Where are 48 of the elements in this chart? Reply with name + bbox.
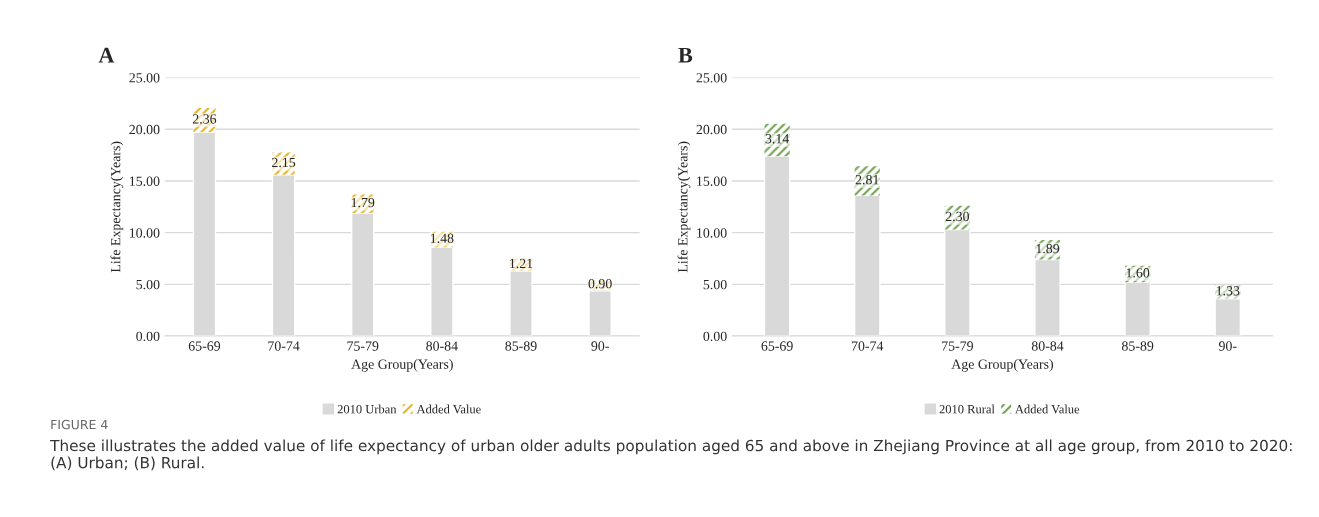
x-tick-label: 85-89 [1121,341,1154,351]
x-axis-title: Age Group(Years) [951,359,1053,372]
x-tick-label: 90- [591,341,609,351]
text: These illustrates the added value of life expectancy of urban older adults population aged 65 and above in Zhejiang Province at all age group, from 2010 to 2020: (A) Urban; (B) Rural. [50,439,1292,471]
x-tick-label: 65-69 [188,341,221,351]
y-tick-label: 0.00 [136,331,160,342]
y-tick-label: 10.00 [129,228,160,238]
y-tick-label: 10.00 [697,228,727,238]
x-tick-label: 65-69 [761,341,793,351]
legend-label: 2010 Urban [337,404,397,414]
data-label: 2.36 [192,114,217,124]
x-tick-label: 75-79 [942,341,974,351]
data-label: 3.14 [765,134,790,144]
x-tick-label: 80-84 [426,341,458,351]
data-label: 2.15 [272,157,296,168]
legend-label: 2010 Rural [939,404,995,414]
legend-label: Added Value [1015,404,1080,414]
data-label: 0.90 [588,278,612,289]
x-tick-label: 75-79 [347,341,379,351]
y-tick-label: 15.00 [129,176,160,186]
y-axis-title: Life Expectancy(Years) [110,141,124,273]
data-label: 2.30 [945,211,969,222]
y-tick-label: 25.00 [696,73,727,83]
x-tick-label: 80-84 [1031,341,1064,351]
y-tick-label: 15.00 [697,176,727,186]
y-axis-title: Life Expectancy(Years) [677,141,691,273]
y-tick-label: 20.00 [696,124,727,135]
x-tick-label: 70-74 [268,341,300,351]
chart-title: A [98,47,115,63]
y-tick-label: 5.00 [703,279,727,290]
data-label: 1.79 [351,197,375,208]
x-axis-title: Age Group(Years) [351,359,453,372]
data-label: 1.48 [430,233,454,244]
data-label: 1.21 [510,258,533,269]
x-tick-label: 85-89 [505,341,537,351]
data-label: 1.89 [1036,243,1060,254]
legend-label: Added Value [416,404,481,414]
chart-title: B [678,47,693,63]
y-tick-label: 25.00 [129,73,160,83]
x-tick-label: 70-74 [851,341,884,351]
y-tick-label: 0.00 [703,331,727,342]
data-label: 1.33 [1216,286,1240,296]
x-tick-label: 90- [1218,341,1237,351]
caption: FIGURE 4 [51,419,108,430]
y-tick-label: 5.00 [136,279,160,290]
data-label: 2.81 [855,175,879,185]
data-label: 1.60 [1126,268,1150,278]
y-tick-label: 20.00 [129,124,160,135]
